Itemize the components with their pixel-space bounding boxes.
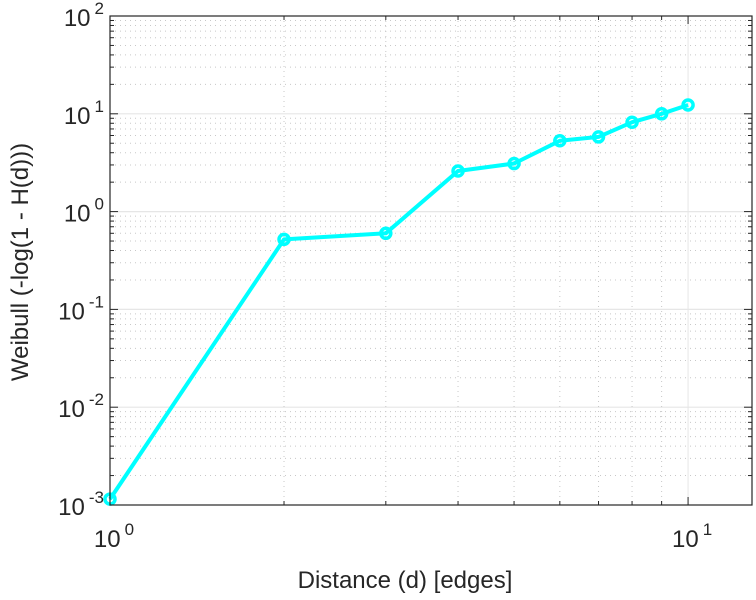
ticks	[110, 16, 752, 506]
data-point	[507, 156, 521, 171]
data-point	[654, 107, 669, 121]
x-axis-label: Distance (d) [edges]	[298, 567, 513, 594]
data-point	[379, 226, 393, 241]
y-tick-label: 10 2	[64, 0, 104, 32]
data-point	[451, 164, 465, 178]
series	[103, 98, 695, 506]
y-axis-label: Weibull (-log(1 - H(d)))	[7, 143, 34, 381]
data-point	[625, 115, 639, 129]
y-tick-label: 10 1	[64, 97, 104, 130]
plot-frame	[109, 15, 753, 506]
y-tick-label: 10 -1	[58, 292, 104, 325]
y-tick-label: 10 0	[64, 195, 104, 228]
y-tick-label: 10 -2	[58, 390, 104, 423]
data-point	[553, 134, 567, 148]
data-point	[681, 98, 695, 112]
x-tick-label: 10 0	[94, 520, 134, 553]
series-line	[108, 103, 689, 501]
data-point	[277, 232, 291, 247]
grid	[110, 16, 752, 505]
y-tick-label: 10 -3	[58, 488, 104, 521]
tick-labels: 10 -3 10 -2 10 -1 10 0 10 1 10 2 10 0 10 1	[58, 0, 712, 553]
data-point	[591, 130, 606, 144]
x-tick-label: 10 1	[672, 520, 712, 553]
